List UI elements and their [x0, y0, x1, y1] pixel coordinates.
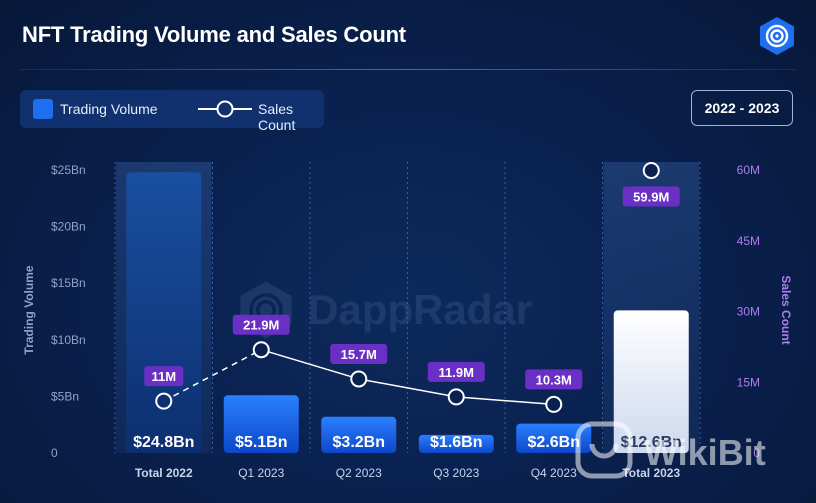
header-divider [20, 69, 796, 70]
y-right-tick-label: 60M [737, 163, 760, 177]
y-right-tick-label: 0 [753, 446, 760, 460]
x-tick-label: Total 2022 [135, 466, 193, 480]
sales-count-dashed-segment [163, 349, 262, 402]
y-tick-label: $10Bn [51, 333, 86, 347]
sales-count-point [350, 370, 368, 388]
x-tick-label: Q2 2023 [336, 466, 382, 480]
volume-bar [223, 395, 299, 453]
y-tick-label: $25Bn [51, 163, 86, 177]
wikibit-watermark: WikiBit [572, 418, 808, 488]
sales-count-point [155, 392, 173, 410]
x-tick-label: Q3 2023 [433, 466, 479, 480]
volume-bar-label: $2.6Bn [528, 434, 580, 451]
dappradar-watermark: DappRadar [236, 280, 596, 340]
y-right-tick-label: 30M [737, 305, 760, 319]
sales-count-label: 11.9M [439, 365, 474, 380]
volume-bar [613, 310, 689, 453]
sales-count-label: 11M [151, 369, 176, 384]
x-tick-label: Q1 2023 [238, 466, 284, 480]
sales-count-point [545, 395, 563, 413]
sales-count-point [447, 388, 465, 406]
sales-count-badge [232, 314, 290, 335]
volume-bar-label: $12.6Bn [621, 434, 682, 451]
sales-count-point [642, 161, 660, 179]
y-tick-label: 0 [51, 446, 58, 460]
y-tick-label: $5Bn [51, 389, 79, 403]
sales-count-label: 15.7M [341, 347, 377, 362]
legend-trading-volume: Trading Volume [60, 101, 158, 117]
sales-count-label: 59.9M [633, 189, 669, 204]
volume-bar [126, 172, 202, 453]
x-tick-label: Q4 2023 [531, 466, 577, 480]
sales-count-badge [622, 186, 680, 207]
y-axis-title: Trading Volume [22, 265, 36, 354]
volume-bar [321, 416, 397, 453]
chart-title: NFT Trading Volume and Sales Count [22, 22, 406, 47]
wikibit-text: WikiBit [644, 432, 766, 473]
sales-count-label: 21.9M [243, 318, 279, 333]
volume-bar-label: $3.2Bn [333, 434, 385, 451]
watermark-text: DappRadar [308, 286, 533, 333]
sales-count-badge [525, 369, 583, 390]
trading-volume-swatch [33, 99, 53, 119]
volume-bar [418, 434, 494, 453]
y-tick-label: $15Bn [51, 276, 86, 290]
y-tick-label: $20Bn [51, 220, 86, 234]
volume-bar-label: $1.6Bn [430, 434, 482, 451]
sales-count-line [261, 348, 554, 406]
y-right-tick-label: 45M [737, 234, 760, 248]
sales-count-badge [427, 361, 485, 382]
date-range-button[interactable]: 2022 - 2023 [691, 90, 793, 126]
sales-count-line-icon [198, 100, 252, 118]
y-right-axis-title: Sales Count [779, 275, 793, 344]
volume-bar-label: $24.8Bn [133, 434, 194, 451]
sales-count-badge [144, 366, 184, 387]
volume-bar-label: $5.1Bn [235, 434, 287, 451]
y-right-tick-label: 15M [737, 375, 760, 389]
dappradar-logo-icon [760, 17, 794, 55]
sales-count-badge [330, 343, 388, 364]
chart-legend: Trading Volume Sales Count [20, 90, 324, 133]
sales-count-point [252, 341, 270, 359]
x-tick-label: Total 2023 [622, 466, 680, 480]
volume-bar [516, 423, 592, 453]
legend-sales-count: Sales Count [258, 101, 296, 133]
sales-count-label: 10.3M [536, 372, 572, 387]
wikibit-logo-icon [575, 421, 633, 479]
